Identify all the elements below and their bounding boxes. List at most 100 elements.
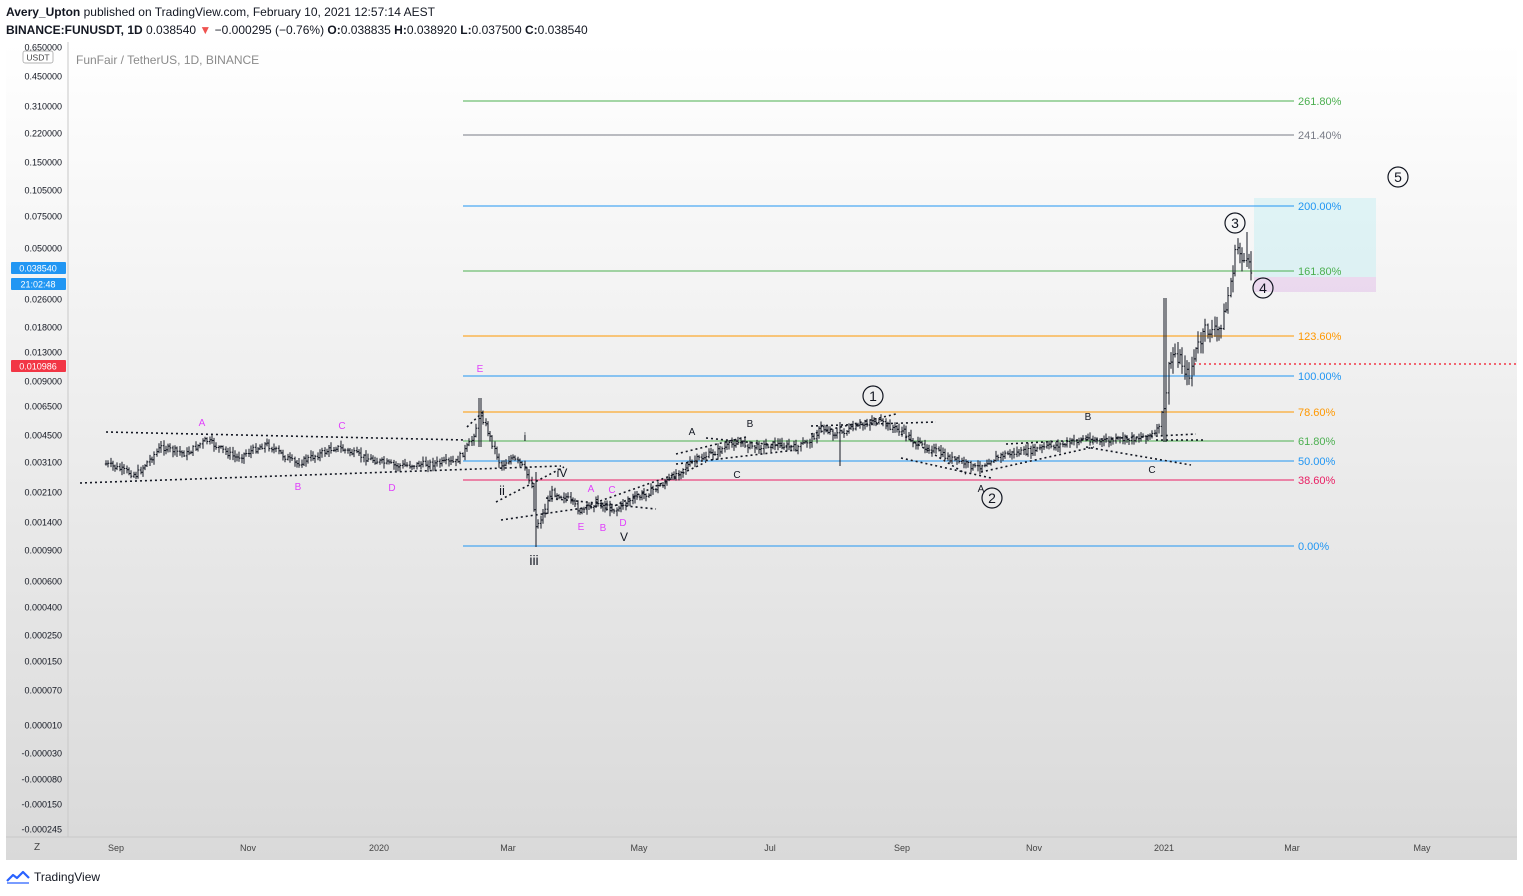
fib-level-label: 241.40% [1298,130,1342,142]
y-tick-label: 0.105000 [24,186,62,196]
chart-title: FunFair / TetherUS, 1D, BINANCE [76,53,259,67]
price-change: −0.000295 (−0.76%) [214,23,325,37]
low-label: L: [460,23,472,37]
fib-level-label: 38.60% [1298,475,1336,487]
open-label: O: [327,23,341,37]
wave-circle [1224,212,1246,234]
wave-major-label: 3 [1231,215,1239,231]
wave-minor-label: ii [499,483,505,498]
price-chart[interactable]: FunFair / TetherUS, 1D, BINANCE USDT Z 0… [6,42,1517,860]
wave-major-label: 5 [1394,169,1402,185]
ticker-line: BINANCE:FUNUSDT, 1D 0.038540 ▼ −0.000295… [6,23,588,37]
wave-minor-label: V [620,530,628,544]
wave-corrective-label: E [578,522,585,533]
x-tick-label: Nov [1026,843,1043,853]
wave-minor-label: i [524,430,527,444]
high-value: 0.038920 [406,23,457,37]
wave-corrective-label: B [600,523,607,534]
x-tick-label: May [1413,843,1431,853]
fib-level-label: 50.00% [1298,456,1336,468]
fib-level-label: 61.80% [1298,436,1336,448]
wave-corrective-label: B [747,419,754,430]
y-tick-label: 0.050000 [24,244,62,254]
tradingview-logo-icon [6,870,30,884]
change-arrow-icon: ▼ [199,23,212,37]
x-tick-label: Sep [108,843,124,853]
fib-level-label: 161.80% [1298,266,1342,278]
wave-circle [1252,277,1274,299]
trend-line [605,461,707,511]
publish-line: Avery_Upton published on TradingView.com… [6,5,435,19]
y-tick-label: 0.220000 [24,129,62,139]
x-tick-label: Sep [894,843,910,853]
y-tick-label: 0.000070 [24,686,62,696]
target-zone-box [1254,198,1376,277]
wave-circle [981,487,1003,509]
stop-zone-box [1254,277,1376,292]
countdown-badge: 21:02:48 [20,280,55,290]
last-price-badge-bg [11,262,66,274]
countdown-badge-bg [11,278,66,290]
y-tick-label: 0.000010 [24,721,62,731]
x-tick-label: Mar [1284,843,1300,853]
last-price-badge: 0.038540 [19,264,57,274]
low-value: 0.037500 [471,23,522,37]
wave-corrective-label: B [1085,412,1092,423]
close-value: 0.038540 [537,23,588,37]
wave-major-label: 1 [869,388,877,404]
fib-level-label: 100.00% [1298,371,1342,383]
currency-label: USDT [26,53,49,63]
x-tick-label: Nov [240,843,257,853]
y-tick-label: 0.310000 [24,102,62,112]
close-label: C: [524,23,538,37]
y-tick-label: 0.150000 [24,158,62,168]
y-tick-label: 0.013000 [24,348,62,358]
y-tick-label: -0.000080 [21,775,62,785]
publish-info: published on TradingView.com, February 1… [83,5,435,19]
y-tick-label: 0.001400 [24,518,62,528]
x-tick-label: Mar [500,843,516,853]
currency-badge [22,50,54,64]
last-price: 0.038540 [146,23,197,37]
y-tick-label: -0.000150 [21,800,62,810]
wave-minor-label: iii [529,552,538,568]
open-value: 0.038835 [340,23,391,37]
wave-minor-label: iV [557,466,568,480]
author-name[interactable]: Avery_Upton [6,5,81,19]
wave-corrective-label: D [619,518,626,529]
x-tick-label: Jul [764,843,776,853]
y-tick-label: 0.002100 [24,488,62,498]
wave-corrective-label: C [1148,465,1155,476]
wave-corrective-label: D [388,483,395,494]
x-tick-label: May [630,843,648,853]
y-tick-label: 0.018000 [24,323,62,333]
y-tick-label: 0.009000 [24,377,62,387]
x-tick-label: 2020 [369,843,389,853]
fib-level-label: 123.60% [1298,331,1342,343]
wave-corrective-label: E [477,364,484,375]
symbol[interactable]: BINANCE:FUNUSDT, 1D [6,23,143,37]
wave-corrective-label: C [733,470,740,481]
marked-price-badge: 0.010986 [19,362,57,372]
y-tick-label: 0.075000 [24,212,62,222]
wave-corrective-label: A [588,484,595,495]
y-tick-label: -0.000245 [21,825,62,835]
axis-corner-label: Z [34,842,40,853]
wave-major-label: 4 [1259,280,1267,296]
trend-line [79,465,562,484]
marked-price-badge-bg [11,360,66,372]
fib-level-label: 0.00% [1298,541,1329,553]
y-tick-label: 0.000150 [24,657,62,667]
y-tick-label: 0.000600 [24,577,62,587]
wave-corrective-label: A [199,418,206,429]
y-tick-label: 0.004500 [24,431,62,441]
trend-line [105,431,467,441]
y-tick-label: 0.026000 [24,295,62,305]
y-tick-label: 0.450000 [24,72,62,82]
fib-level-label: 200.00% [1298,201,1342,213]
fib-level-label: 78.60% [1298,407,1336,419]
wave-circle [1387,166,1409,188]
brand-label[interactable]: TradingView [34,870,101,884]
x-tick-label: 2021 [1154,843,1174,853]
y-tick-label: 0.000400 [24,603,62,613]
